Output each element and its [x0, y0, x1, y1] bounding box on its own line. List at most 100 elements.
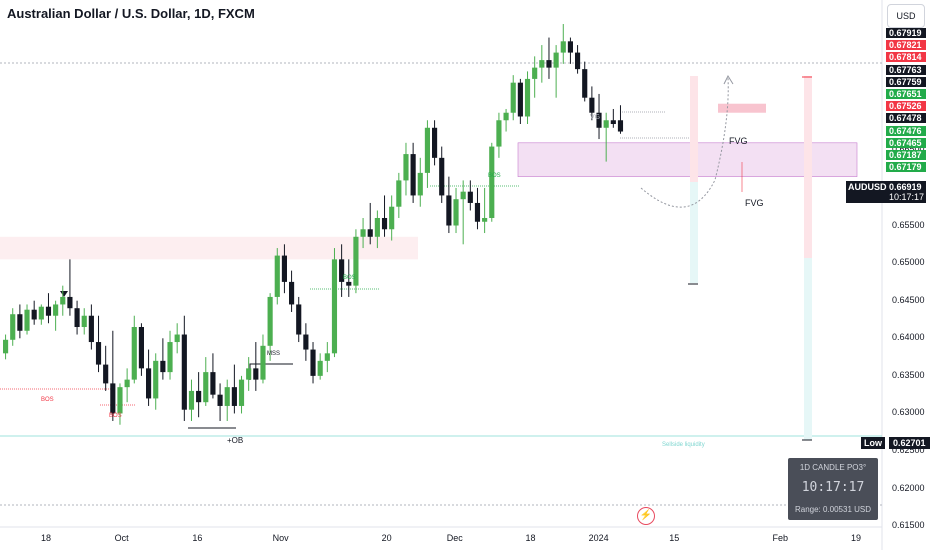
- candle-body: [38, 306, 44, 320]
- candle-body: [324, 353, 330, 361]
- candle-body: [217, 394, 223, 406]
- bos-label: BOS: [109, 413, 122, 419]
- candle-body: [53, 304, 59, 316]
- candle-body: [410, 154, 416, 196]
- candle-body: [174, 334, 180, 343]
- candle-body: [17, 314, 23, 331]
- price-tick: 0.65500: [892, 219, 925, 230]
- candle-body: [281, 255, 287, 282]
- time-tick: 16: [192, 533, 203, 543]
- candle-body: [596, 112, 602, 128]
- symbol-label: AUDUSD: [848, 182, 887, 192]
- low-label: Low: [861, 437, 885, 449]
- candle-body: [95, 342, 102, 365]
- candle-body: [524, 78, 531, 117]
- candle-body: [88, 315, 94, 343]
- price-tag: 0.67814: [886, 52, 926, 63]
- candle-body: [582, 69, 588, 98]
- price-tag: 0.67763: [886, 64, 926, 75]
- candle-body: [303, 334, 309, 350]
- price-tick: 0.62000: [892, 482, 925, 493]
- price-tag: 0.67187: [886, 150, 926, 160]
- candle-body: [603, 120, 609, 128]
- candle-body: [253, 368, 259, 380]
- timer-title: 1D CANDLE PO3°: [799, 463, 867, 472]
- bos-label: BOS: [488, 173, 501, 179]
- candle-body: [310, 349, 316, 376]
- candle-body: [510, 82, 516, 113]
- candle-body: [317, 360, 323, 376]
- time-tick: 18: [40, 533, 52, 543]
- candle-body: [532, 67, 538, 79]
- candle-body: [617, 120, 624, 132]
- chart-title: Australian Dollar / U.S. Dollar, 1D, FXC…: [7, 6, 255, 21]
- projection-path: [640, 77, 729, 208]
- candle-body: [210, 372, 216, 395]
- candle-body: [396, 180, 402, 207]
- candle-body: [360, 229, 366, 237]
- candle-body: [31, 309, 37, 320]
- candle-body: [439, 157, 445, 196]
- time-tick: Oct: [114, 533, 129, 543]
- projection-bar: [804, 76, 812, 258]
- candle-body: [289, 281, 295, 305]
- price-tag: 0.67919: [886, 28, 926, 38]
- candle-body: [260, 345, 266, 380]
- candle-body: [131, 327, 137, 380]
- candle-body: [446, 195, 452, 226]
- time-tick: Nov: [272, 533, 289, 543]
- candle-body: [167, 342, 173, 373]
- candle-body: [496, 120, 502, 147]
- lightning-icon[interactable]: ⚡: [637, 507, 655, 525]
- candle-body: [124, 379, 130, 388]
- candle-body: [81, 315, 87, 328]
- candle-body: [153, 360, 159, 399]
- projection-bar: [804, 258, 812, 440]
- time-tick: 20: [381, 533, 392, 543]
- ob-label: +OB: [227, 436, 244, 445]
- candle-timer-panel[interactable]: 1D CANDLE PO3° 10:17:17 Range: 0.00531 U…: [788, 458, 878, 520]
- price-tag: 0.67759: [886, 76, 926, 87]
- candle-body: [503, 112, 509, 121]
- bos-label: BOS: [41, 397, 54, 403]
- fvg-label: FVG: [729, 136, 748, 146]
- candle-body: [224, 387, 230, 406]
- candle-body: [188, 390, 195, 410]
- price-tag: 0.67651: [886, 89, 926, 99]
- time-tick: Feb: [772, 533, 789, 543]
- price-tick: 0.63000: [892, 407, 925, 418]
- candle-body: [610, 120, 616, 125]
- candle-body: [403, 154, 409, 181]
- candle-body: [103, 364, 109, 384]
- candle-body: [575, 52, 581, 70]
- marker-triangle: [60, 291, 68, 297]
- low-price-label: Low 0.62701: [861, 437, 930, 449]
- candle-body: [67, 296, 73, 309]
- candle-body: [45, 306, 52, 316]
- price-tag: 0.67526: [886, 101, 926, 112]
- low-value: 0.62701: [889, 437, 930, 449]
- projection-bar: [690, 76, 698, 182]
- candle-body: [138, 327, 144, 369]
- candle-body: [60, 296, 66, 305]
- price-tick: 0.62500: [892, 445, 925, 456]
- fvg-label: FVG: [745, 198, 764, 208]
- price-tick: 0.61500: [892, 520, 925, 531]
- bar-countdown: 10:17:17: [889, 192, 925, 202]
- candle-body: [367, 229, 373, 237]
- candle-body: [238, 379, 245, 406]
- candle-body: [181, 334, 187, 410]
- candle-body: [203, 372, 209, 403]
- candle-body: [274, 255, 280, 297]
- currency-button[interactable]: USD: [887, 4, 925, 28]
- candle-body: [432, 127, 438, 158]
- candle-body: [546, 60, 552, 68]
- candle-body: [110, 383, 116, 414]
- candle-body: [567, 41, 573, 53]
- candle-body: [346, 281, 352, 286]
- candle-body: [246, 368, 252, 380]
- current-price-label: AUDUSD 0.66919 10:17:17: [846, 181, 926, 203]
- candle-body: [331, 259, 338, 354]
- fvg-zone: [718, 103, 766, 113]
